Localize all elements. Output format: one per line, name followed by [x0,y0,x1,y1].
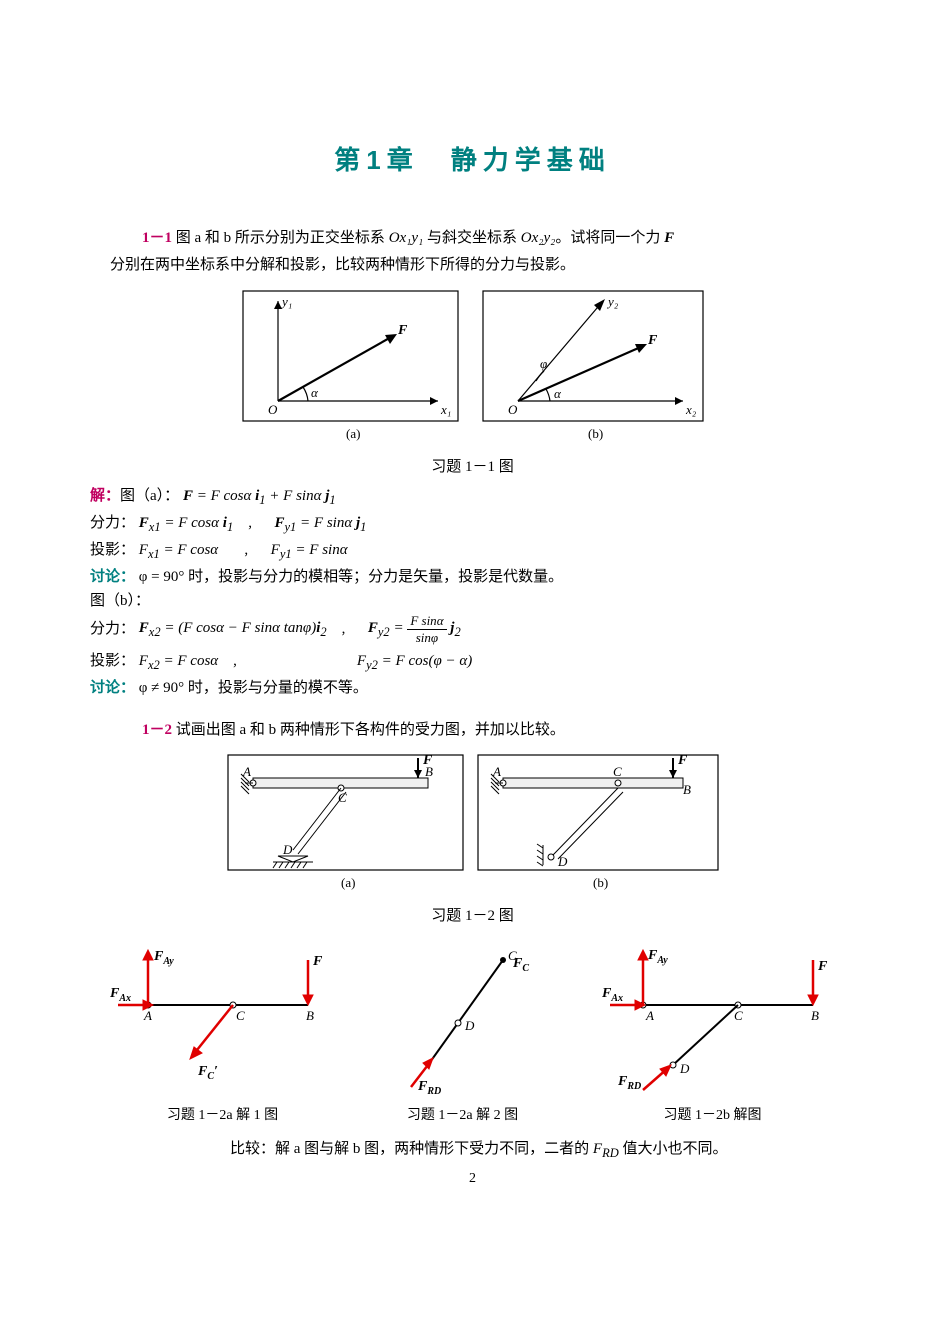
s2a1-B: B [306,1008,314,1023]
s2b-C: C [734,1008,743,1023]
s2a1-FAy: FAy [153,949,174,967]
p2-text: 试画出图 a 和 b 两种情形下各构件的受力图，并加以比较。 [176,722,565,738]
f2a-A: A [242,764,251,779]
f2b-B: B [683,782,691,797]
s2a1-FAx: FAx [109,986,131,1004]
fig2a1-caption: 习题 1－2a 解 1 图 [108,1104,338,1124]
f2a-F: F [422,753,433,768]
discuss2-label: 讨论： [90,680,135,696]
page: 第1章 静力学基础 1－1 图 a 和 b 所示分别为正交坐标系 Ox₁y₁ 与… [0,0,945,1207]
problem-1-1-cont: 分别在两中坐标系中分解和投影，比较两种情形下所得的分力与投影。 [110,254,855,277]
figure-1-2: A C D B F (a) A C [90,750,855,900]
fig2b-caption: 习题 1－2b 解图 [588,1104,838,1124]
s2b-FRD: FRD [617,1074,641,1092]
figure-1-1: O x₁ y₁ F α (a) O x₂ y₂ F α φ [90,286,855,451]
figure-1-2-svg: A C D B F (a) A C [223,750,723,895]
touying-label: 投影： [90,542,135,558]
p1-text-b: 与斜交坐标系 [423,230,521,246]
s2b-A: A [645,1008,654,1023]
fig1b-F: F [647,333,658,348]
sol1-discuss1: 讨论： φ = 90° 时，投影与分力的模相等；分力是矢量，投影是代数量。 [90,565,855,586]
sol1-fenli2: 分力： Fx2 = (F cosα − F sinα tanφ)i2 , Fy2… [90,613,855,646]
fenli-label: 分力： [90,515,135,531]
p1-text-c: 。试将同一个力 [555,230,664,246]
s2b-F: F [817,959,828,974]
fig1b-y: y₂ [606,294,619,309]
fig1-caption: 习题 1－1 图 [90,455,855,476]
f2b-sub: (b) [593,875,608,890]
sol1-touying1: 投影： Fx1 = F cosα , Fy1 = F sinα [90,538,855,562]
s2b-FAy: FAy [647,948,668,966]
problem-1-2-number: 1－2 [142,722,172,738]
s2a1-C: C [236,1008,245,1023]
p1-coord1: Ox₁y₁ [389,230,424,246]
s2a2-FC: FC [512,956,529,974]
fig1b-O: O [508,402,518,417]
s2b-FAx: FAx [601,986,623,1004]
solution-figs: A C B FAy FAx F FC′ 习题 1－2a 解 1 图 [90,935,855,1132]
f2a-D: D [282,842,293,857]
s2a1-F: F [312,954,323,969]
fig1b-sub: (b) [588,426,603,441]
fig1a-O: O [268,402,278,417]
s2b-D: D [679,1061,690,1076]
sol-fig-2b: A C B FAy FAx F D [588,935,838,1132]
fig1a-F: F [397,323,408,338]
compare-text: 比较：解 a 图与解 b 图，两种情形下受力不同，二者的 FRD 值大小也不同。 [230,1138,855,1163]
fig2-caption: 习题 1－2 图 [90,904,855,925]
fig1b-alpha: α [554,386,562,401]
fig1a-alpha: α [311,385,319,400]
discuss1-text: φ = 90° 时，投影与分力的模相等；分力是矢量，投影是代数量。 [139,569,563,585]
sol1-line-b: 图（b）： [90,589,855,610]
fig1b-x: x₂ [685,402,697,417]
s2a2-D: D [464,1018,475,1033]
s2b-B: B [811,1008,819,1023]
fig1a-sub: (a) [346,426,360,441]
f2b-F: F [677,753,688,768]
sol-label: 解： [90,488,120,504]
touying-label2: 投影： [90,653,135,669]
chapter-title: 第1章 静力学基础 [90,140,855,177]
p1-coord2: Ox₂y₂ [521,230,556,246]
sol1-discuss2: 讨论： φ ≠ 90° 时，投影与分量的模不等。 [90,676,855,697]
sol1-line-a: 解：图（a）： F = F cosα i1 + F sinα j1 [90,484,855,508]
fig1b-phi: φ [540,356,547,371]
fig1a-y: y₁ [280,294,292,309]
s2a2-FRD: FRD [417,1079,441,1095]
f2b-C: C [613,764,622,779]
sol1-touying2: 投影： Fx2 = F cosα , Fy2 = F cos(φ − α) [90,649,855,673]
fig1a-x: x₁ [440,402,451,417]
f2b-A: A [492,764,501,779]
discuss2-text: φ ≠ 90° 时，投影与分量的模不等。 [139,680,368,696]
f2a-sub: (a) [341,875,355,890]
problem-1-2: 1－2 试画出图 a 和 b 两种情形下各构件的受力图，并加以比较。 [110,719,855,742]
s2a1-FCp: FC′ [197,1064,218,1082]
sol-fig-2a2: C D FC FRD 习题 1－2a 解 2 图 [373,935,553,1132]
p1-F: F [664,230,674,246]
sol1-fig-a: 图（a）： [120,488,179,504]
p1-text-a: 图 a 和 b 所示分别为正交坐标系 [176,230,389,246]
s2a1-A: A [143,1008,152,1023]
problem-1-1: 1－1 图 a 和 b 所示分别为正交坐标系 Ox₁y₁ 与斜交坐标系 Ox₂y… [110,227,855,250]
sol-fig-2a1: A C B FAy FAx F FC′ 习题 1－2a 解 1 图 [108,935,338,1132]
discuss1-label: 讨论： [90,569,135,585]
problem-1-1-number: 1－1 [142,230,172,246]
sol1-fenli1: 分力： Fx1 = F cosα i1 , Fy1 = F sinα j1 [90,511,855,535]
fenli-label2: 分力： [90,620,135,636]
f2b-D: D [557,854,568,869]
fig2a2-caption: 习题 1－2a 解 2 图 [373,1104,553,1124]
figure-1-1-svg: O x₁ y₁ F α (a) O x₂ y₂ F α φ [238,286,708,446]
page-number: 2 [0,1171,945,1187]
